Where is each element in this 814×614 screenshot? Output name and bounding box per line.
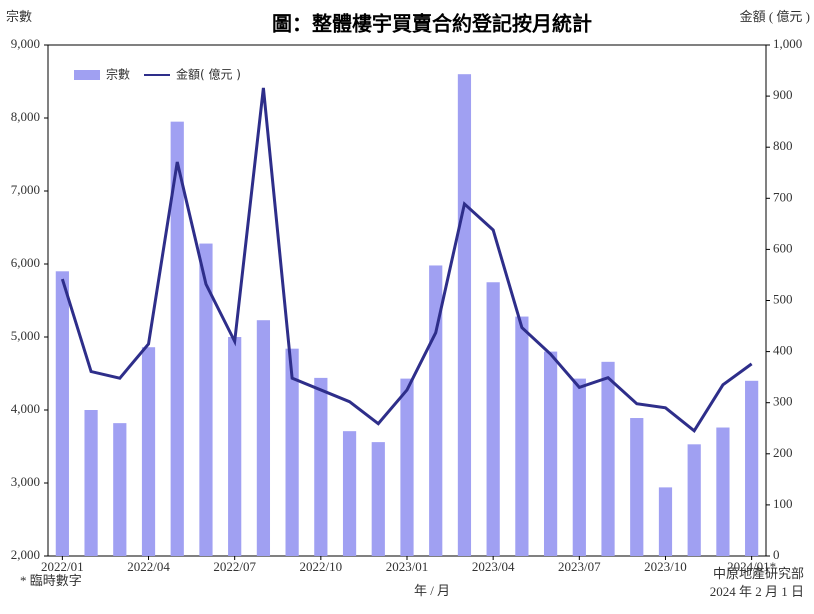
y2-tick-label: 100 xyxy=(773,496,793,511)
bar xyxy=(601,361,615,556)
y-tick-label: 2,000 xyxy=(11,547,40,562)
x-tick-label: 2023/07 xyxy=(558,559,601,574)
date: 2024 年 2 月 1 日 xyxy=(710,584,804,599)
bar xyxy=(285,348,299,556)
y-tick-label: 7,000 xyxy=(11,182,40,197)
legend-label: 宗數 xyxy=(106,67,130,82)
x-tick-label: 2023/01 xyxy=(386,559,429,574)
x-tick-label: 2022/10 xyxy=(300,559,343,574)
y2-tick-label: 400 xyxy=(773,343,793,358)
x-tick-label: 2022/07 xyxy=(213,559,256,574)
bar xyxy=(113,423,127,556)
bar xyxy=(486,282,500,556)
y2-tick-label: 700 xyxy=(773,189,793,204)
y2-tick-label: 500 xyxy=(773,291,793,306)
x-tick-label: 2024/01* xyxy=(727,559,776,574)
bar xyxy=(457,74,472,556)
y2-tick-label: 900 xyxy=(773,87,793,102)
bar xyxy=(371,442,385,556)
x-tick-label: 2023/04 xyxy=(472,559,515,574)
bar xyxy=(658,487,673,556)
legend-swatch xyxy=(74,70,100,80)
bar xyxy=(228,337,242,556)
line xyxy=(60,87,753,434)
bar xyxy=(572,378,586,556)
bar xyxy=(400,378,414,556)
y-tick-label: 6,000 xyxy=(11,255,40,270)
x-tick-label: 2023/10 xyxy=(644,559,687,574)
y2-tick-label: 800 xyxy=(773,138,793,153)
y-axis-label: 宗數 xyxy=(6,9,32,24)
bar xyxy=(716,427,730,556)
x-tick-label: 2022/04 xyxy=(127,559,170,574)
bar xyxy=(342,431,357,556)
x-axis-label: 年 / 月 xyxy=(414,583,450,598)
bar xyxy=(84,410,98,556)
source: 中原地產研究部 xyxy=(713,566,804,581)
footnote: * 臨時數字 xyxy=(20,573,82,588)
y-tick-label: 5,000 xyxy=(11,328,40,343)
y-tick-label: 9,000 xyxy=(11,36,40,51)
x-tick-label: 2022/01 xyxy=(41,559,84,574)
bar xyxy=(256,320,271,556)
bar xyxy=(687,444,701,556)
y2-tick-label: 1,000 xyxy=(773,36,802,51)
bar xyxy=(630,418,644,556)
bar xyxy=(515,316,529,556)
y2-tick-label: 200 xyxy=(773,445,793,460)
y-tick-label: 3,000 xyxy=(11,474,40,489)
y2-tick-label: 300 xyxy=(773,394,793,409)
y2-axis-label: 金額 ( 億元 ) xyxy=(740,9,810,24)
bar xyxy=(314,377,328,556)
y-tick-label: 8,000 xyxy=(11,109,40,124)
bar xyxy=(55,271,69,556)
legend-label: 金額( 億元 ) xyxy=(176,67,241,82)
bar xyxy=(199,243,213,556)
bar xyxy=(543,351,558,556)
y2-tick-label: 0 xyxy=(773,547,780,562)
y2-tick-label: 600 xyxy=(773,240,793,255)
bar xyxy=(170,121,184,557)
bar xyxy=(745,380,759,556)
bar xyxy=(141,347,156,556)
chart-title: 圖：整體樓宇買賣合約登記按月統計 xyxy=(272,12,592,36)
y-tick-label: 4,000 xyxy=(11,401,40,416)
